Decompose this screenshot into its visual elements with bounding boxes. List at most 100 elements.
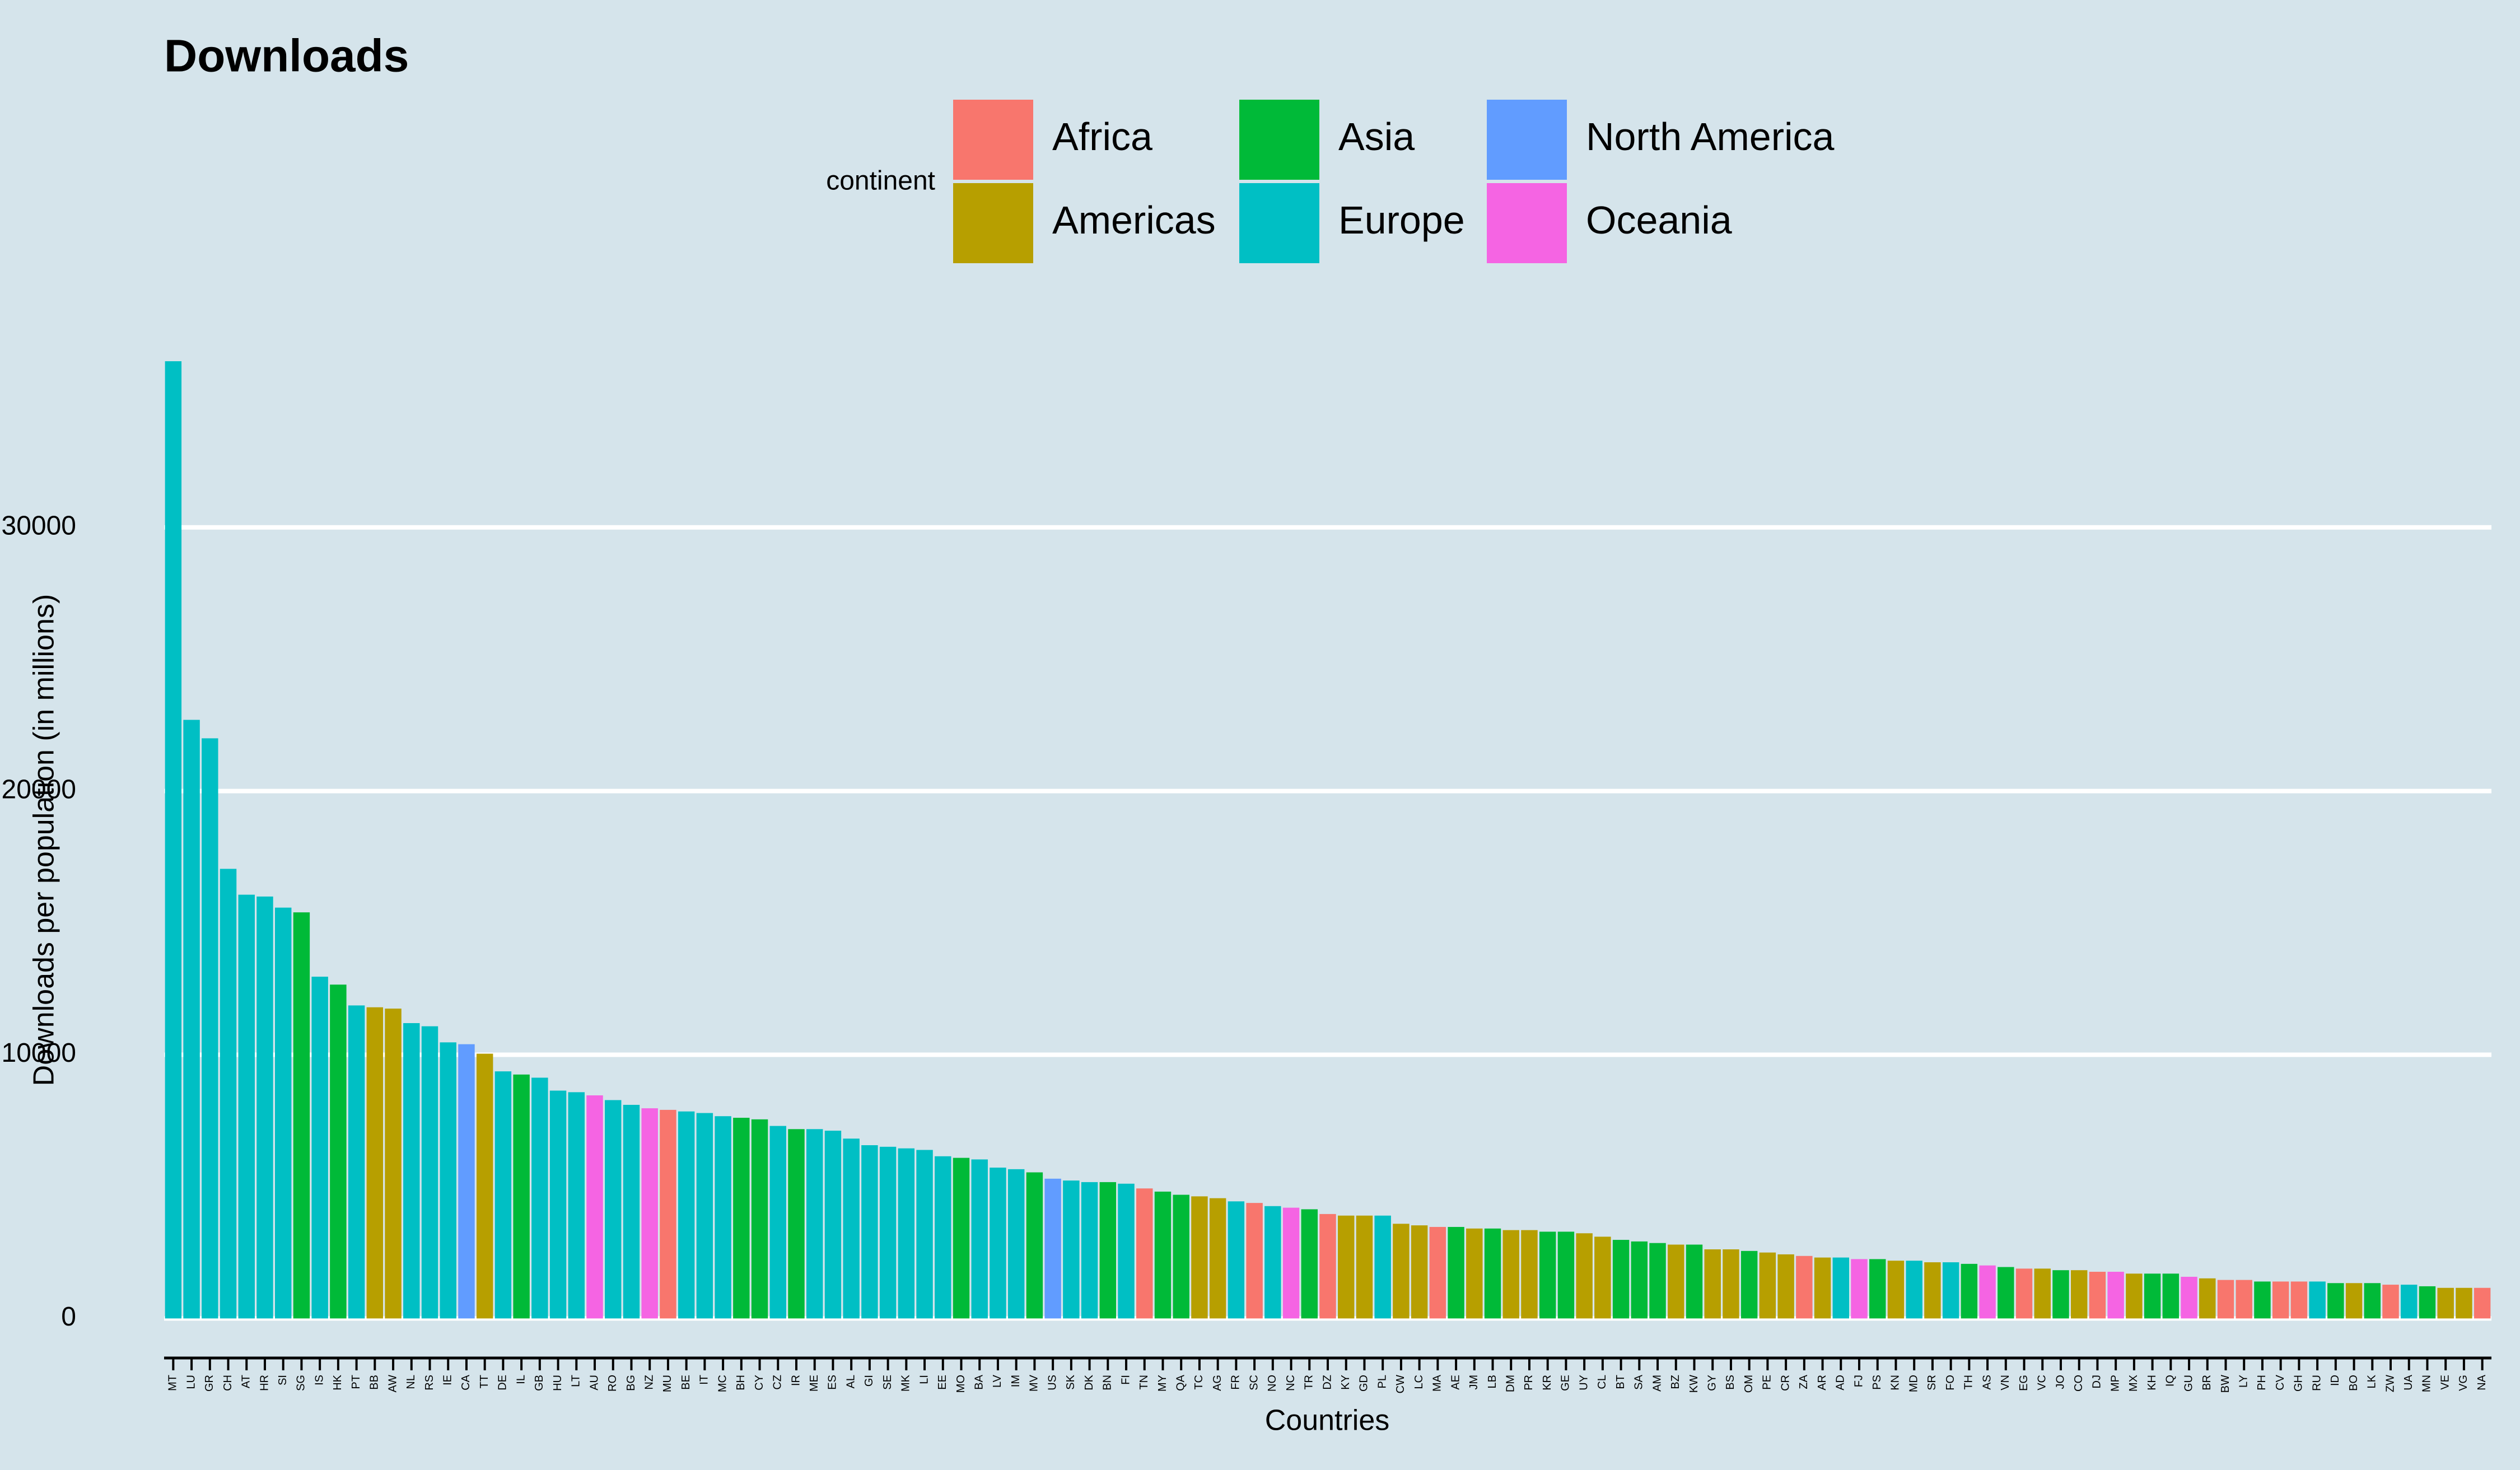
legend-label: Americas <box>1052 198 1216 242</box>
x-tick-label: MY <box>1156 1375 1169 1392</box>
x-tick-label: HK <box>332 1374 344 1390</box>
x-tick-label: AM <box>1651 1375 1663 1392</box>
bar <box>751 1119 768 1319</box>
x-tick-label: SI <box>277 1375 289 1385</box>
x-tick-label: BS <box>1724 1375 1737 1390</box>
bar <box>1301 1209 1318 1319</box>
legend-key <box>1239 183 1319 263</box>
bar <box>348 1005 365 1319</box>
x-tick-label: GB <box>533 1375 545 1391</box>
bar <box>458 1044 475 1319</box>
x-tick-label: LY <box>2238 1375 2250 1388</box>
x-tick-label: HR <box>258 1375 270 1391</box>
x-tick-label: SE <box>881 1375 894 1390</box>
bar <box>769 1126 786 1319</box>
bar <box>1539 1231 1556 1319</box>
bar <box>2162 1273 2180 1319</box>
x-tick-label: FO <box>1944 1375 1957 1390</box>
x-tick-label: UY <box>1578 1375 1590 1390</box>
bar <box>1411 1225 1428 1319</box>
x-tick-label: MT <box>167 1375 179 1391</box>
x-tick-label: BO <box>2348 1375 2360 1391</box>
x-tick-label: VN <box>1999 1375 2012 1390</box>
bar <box>1282 1207 1300 1319</box>
bar <box>1594 1236 1611 1319</box>
bar <box>311 977 328 1319</box>
y-axis-title: Downloads per population (in millions) <box>28 594 60 1086</box>
bar <box>238 894 255 1319</box>
bar <box>586 1095 603 1319</box>
x-tick-label: MX <box>2127 1375 2140 1392</box>
bar <box>1044 1178 1061 1319</box>
y-tick-label: 30000 <box>2 511 76 540</box>
bar <box>1264 1206 1281 1319</box>
bar <box>494 1071 512 1319</box>
bar <box>1228 1201 1245 1319</box>
x-tick-label: MN <box>2421 1375 2433 1392</box>
bar <box>330 984 347 1319</box>
x-tick-label: IE <box>442 1375 454 1385</box>
bar <box>1869 1259 1886 1319</box>
bar <box>1356 1215 1373 1319</box>
x-tick-label: TT <box>478 1375 491 1388</box>
bar <box>403 1023 420 1319</box>
bar <box>366 1007 384 1319</box>
x-tick-label: JO <box>2054 1375 2066 1389</box>
x-tick-label: CZ <box>772 1375 784 1390</box>
bar <box>1924 1262 1941 1319</box>
x-tick-label: AU <box>588 1375 600 1390</box>
x-tick-label: MK <box>900 1374 912 1392</box>
bar <box>2272 1281 2289 1319</box>
bar <box>1502 1230 1519 1319</box>
x-tick-label: KR <box>1541 1375 1553 1390</box>
x-tick-label: FJ <box>1852 1375 1865 1387</box>
x-tick-label: SA <box>1633 1374 1645 1389</box>
bar <box>2199 1278 2216 1319</box>
x-tick-label: GR <box>203 1375 216 1392</box>
bar <box>788 1129 805 1319</box>
x-tick-label: KH <box>2146 1375 2158 1390</box>
x-tick-label: DK <box>1083 1374 1095 1390</box>
bar <box>1099 1182 1117 1319</box>
x-tick-label: HU <box>552 1375 564 1391</box>
x-tick-label: RS <box>423 1375 436 1390</box>
bar <box>1136 1188 1153 1319</box>
bar <box>1118 1183 1135 1319</box>
bar <box>1448 1226 1464 1319</box>
legend-key <box>953 183 1033 263</box>
x-tick-label: AG <box>1211 1375 1224 1391</box>
legend-key <box>1487 100 1567 180</box>
bar <box>2052 1270 2069 1319</box>
bar <box>274 907 292 1319</box>
bar <box>220 869 237 1319</box>
bar <box>1759 1252 1776 1319</box>
bar <box>1337 1215 1355 1319</box>
x-tick-label: GY <box>1706 1375 1718 1391</box>
bar <box>2309 1281 2326 1319</box>
bar <box>2474 1287 2491 1319</box>
x-tick-label: CR <box>1779 1375 1791 1391</box>
x-tick-label: PH <box>2256 1375 2268 1390</box>
x-tick-label: RO <box>606 1375 619 1392</box>
x-tick-label: AE <box>1449 1375 1462 1390</box>
x-tick-label: ES <box>827 1375 839 1390</box>
x-tick-label: ZW <box>2384 1375 2396 1392</box>
bar <box>1319 1214 1336 1319</box>
y-tick-label: 0 <box>61 1302 76 1332</box>
x-tick-label: CH <box>222 1375 234 1391</box>
bar <box>513 1074 530 1319</box>
bar <box>183 720 200 1319</box>
x-tick-label: KY <box>1340 1375 1352 1390</box>
x-tick-label: MD <box>1907 1375 1920 1392</box>
x-tick-label: VE <box>2439 1375 2451 1390</box>
bar <box>2456 1287 2472 1319</box>
bar <box>1007 1169 1025 1319</box>
x-tick-label: SR <box>1926 1375 1938 1390</box>
x-tick-label: TR <box>1303 1375 1315 1390</box>
bar <box>1173 1194 1189 1319</box>
bar <box>1154 1191 1172 1319</box>
x-tick-label: VC <box>2036 1375 2048 1390</box>
bar <box>2419 1286 2436 1319</box>
x-tick-label: FI <box>1119 1375 1132 1385</box>
bar <box>2290 1281 2308 1319</box>
